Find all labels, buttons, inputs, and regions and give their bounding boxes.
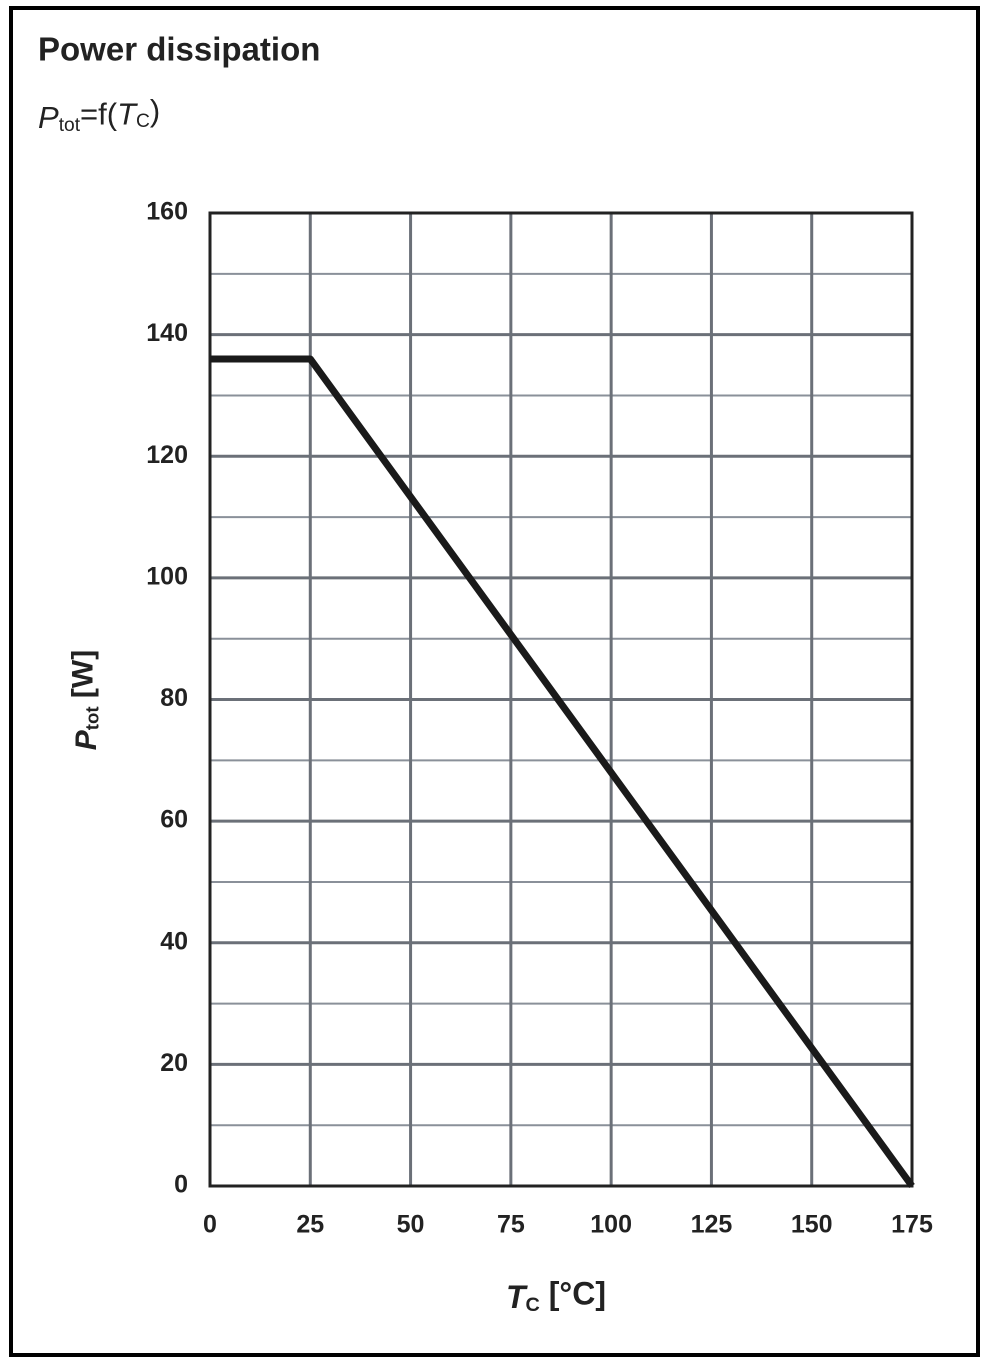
y-tick-label: 160 xyxy=(146,198,188,226)
x-tick-label: 25 xyxy=(296,1211,324,1239)
subscript: tot xyxy=(59,115,81,136)
y-tick-label: 120 xyxy=(146,441,188,469)
x-tick-label: 150 xyxy=(791,1211,833,1239)
label-part: ) xyxy=(150,93,160,128)
x-tick-label: 100 xyxy=(590,1211,632,1239)
label-part: =f( xyxy=(80,97,118,132)
plot-border xyxy=(208,211,914,1188)
subscript: C xyxy=(526,1294,540,1316)
subscript: C xyxy=(136,111,150,132)
label-part: P xyxy=(70,729,103,750)
y-tick-label: 100 xyxy=(146,562,188,590)
y-tick-label: 80 xyxy=(160,684,188,712)
chart-title: Power dissipation xyxy=(38,31,320,68)
frame xyxy=(9,6,980,1357)
x-axis-label: TC [°C] xyxy=(506,1276,606,1316)
label-part: T xyxy=(506,1279,528,1315)
y-tick-label: 0 xyxy=(174,1171,188,1199)
chart-subtitle: Ptot=f(TC) xyxy=(38,93,160,136)
label-part: [°C] xyxy=(540,1276,606,1312)
x-tick-label: 0 xyxy=(203,1211,217,1239)
subscript: tot xyxy=(81,706,102,730)
x-tick-label: 50 xyxy=(397,1211,425,1239)
x-tick-label: 75 xyxy=(497,1211,525,1239)
x-tick-label: 125 xyxy=(691,1211,733,1239)
x-tick-label: 175 xyxy=(891,1211,933,1239)
label-part: [W] xyxy=(67,650,100,707)
y-tick-label: 20 xyxy=(160,1049,188,1077)
y-tick-label: 60 xyxy=(160,806,188,834)
y-axis-label: Ptot [W] xyxy=(67,650,103,750)
y-tick-label: 40 xyxy=(160,927,188,955)
data-line xyxy=(210,355,915,1189)
label-part: P xyxy=(38,100,59,135)
label-part: T xyxy=(117,97,138,132)
y-tick-label: 140 xyxy=(146,319,188,347)
